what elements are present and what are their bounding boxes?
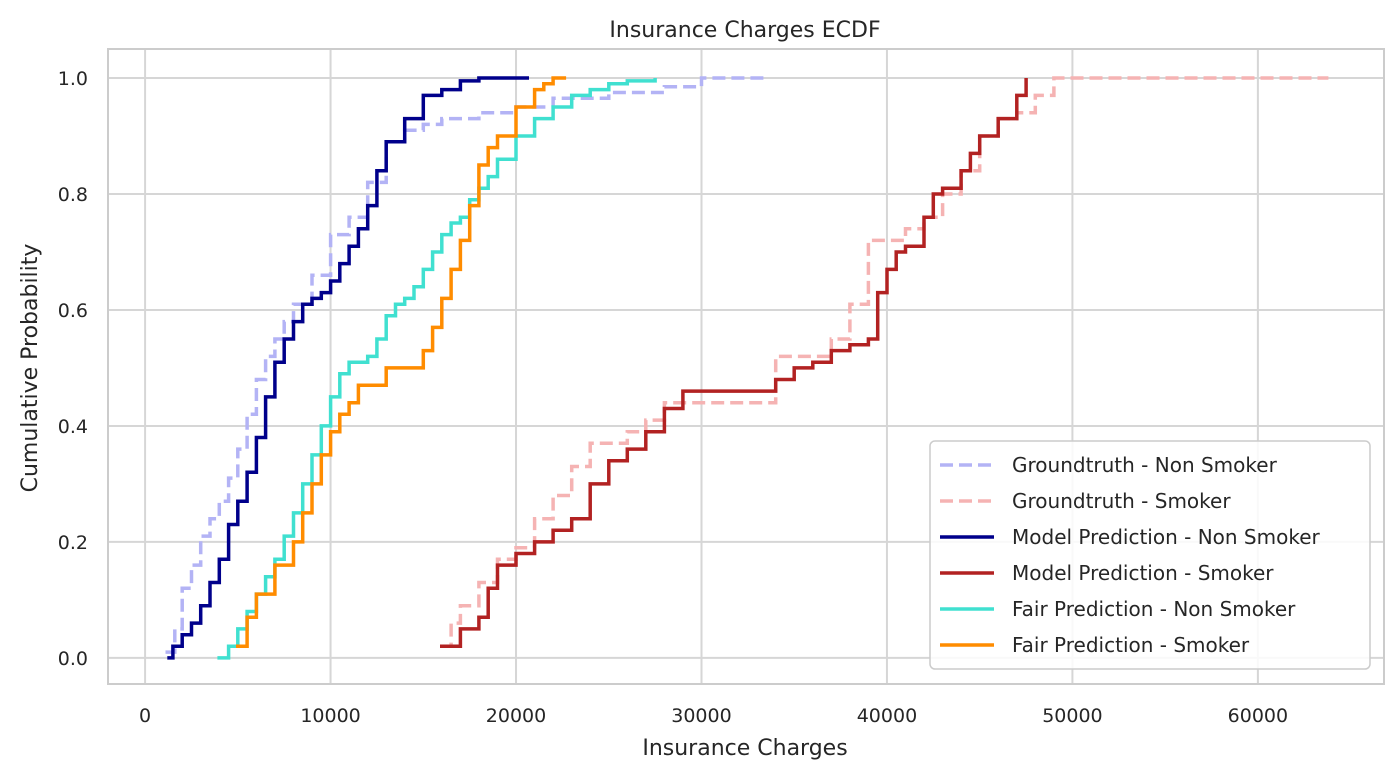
series-layer bbox=[165, 76, 1329, 660]
legend-label: Groundtruth - Non Smoker bbox=[1012, 453, 1278, 477]
x-tick-label: 60000 bbox=[1228, 705, 1288, 727]
x-tick-label: 50000 bbox=[1042, 705, 1102, 727]
x-axis-title: Insurance Charges bbox=[642, 736, 847, 761]
y-tick-label: 0.8 bbox=[58, 184, 88, 206]
y-tick-label: 1.0 bbox=[58, 68, 88, 90]
legend-label: Fair Prediction - Non Smoker bbox=[1012, 597, 1296, 621]
y-tick-label: 0.2 bbox=[58, 532, 88, 554]
x-tick-label: 20000 bbox=[486, 705, 546, 727]
legend-label: Groundtruth - Smoker bbox=[1012, 489, 1231, 513]
series-line-model-prediction-smoker bbox=[440, 78, 1028, 649]
x-tick-label: 0 bbox=[139, 705, 151, 727]
series-line-model-prediction-non-smoker bbox=[167, 76, 529, 660]
legend: Groundtruth - Non Smoker Groundtruth - Sm… bbox=[929, 440, 1371, 670]
legend-label: Fair Prediction - Smoker bbox=[1012, 633, 1250, 657]
plot-frame bbox=[107, 48, 1385, 685]
chart-title: Insurance Charges ECDF bbox=[609, 18, 880, 43]
y-tick-label: 0.6 bbox=[58, 300, 88, 322]
y-axis-title: Cumulative Probability bbox=[18, 244, 43, 493]
series-line-fair-prediction-smoker bbox=[236, 76, 567, 649]
legend-label: Model Prediction - Non Smoker bbox=[1012, 525, 1321, 549]
y-tick-label: 0.4 bbox=[58, 416, 88, 438]
y-tick-label: 0.0 bbox=[58, 648, 88, 670]
x-tick-label: 30000 bbox=[671, 705, 731, 727]
x-tick-labels: 0 10000 20000 30000 40000 50000 60000 bbox=[139, 705, 1288, 727]
y-tick-labels: 0.0 0.2 0.4 0.6 0.8 1.0 bbox=[58, 68, 88, 670]
legend-box bbox=[929, 440, 1371, 670]
x-tick-label: 10000 bbox=[300, 705, 360, 727]
x-tick-label: 40000 bbox=[857, 705, 917, 727]
legend-label: Model Prediction - Smoker bbox=[1012, 561, 1274, 585]
series-line-fair-prediction-non-smoker bbox=[217, 78, 657, 660]
